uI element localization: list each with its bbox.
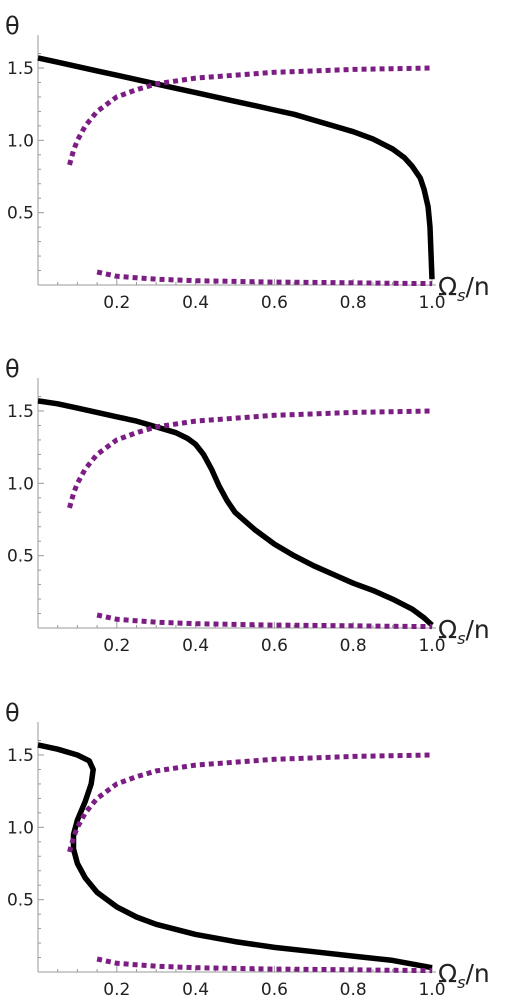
solid-curve [37, 742, 433, 971]
y-tick-label: 1.5 [7, 402, 34, 422]
y-tick-label: 0.5 [7, 891, 34, 911]
chart-panel-2: 0.2 0.4 0.6 0.8 1.0 0.5 1.0 1.5 θ Ωs/n [5, 355, 490, 656]
x-tick-label: 0.6 [261, 293, 288, 313]
y-tick-label: 1.0 [7, 474, 34, 494]
x-tick-label: 1.0 [418, 293, 445, 313]
x-tick-label: 0.6 [261, 980, 288, 1000]
x-tick-label: 0.8 [340, 293, 367, 313]
x-axis-label: Ωs/n [438, 959, 490, 992]
y-axis-label: θ [5, 355, 20, 383]
y-tick-label: 1.0 [7, 131, 34, 151]
x-tick-label: 0.2 [103, 980, 130, 1000]
x-tick-label: 0.6 [261, 636, 288, 656]
solid-curve [37, 398, 434, 628]
x-tick-label: 0.8 [340, 636, 367, 656]
dotted-curve-1 [67, 752, 433, 853]
y-tick-label: 0.5 [7, 204, 34, 224]
dotted-curve-1 [67, 65, 433, 166]
x-tick-label: 0.2 [103, 293, 130, 313]
chart-panel-1: 0.2 0.4 0.6 0.8 1.0 0.5 1.0 1.5 θ Ωs/n [5, 12, 490, 313]
y-tick-label: 1.5 [7, 746, 34, 766]
x-tick-label: 1.0 [418, 636, 445, 656]
solid-curve [37, 55, 435, 280]
x-axis-label: Ωs/n [438, 615, 490, 648]
dotted-curve-2 [96, 269, 433, 287]
dotted-curve-1 [67, 408, 433, 509]
y-axis-label: θ [5, 12, 20, 40]
x-tick-label: 0.4 [182, 980, 209, 1000]
dotted-curve-2 [96, 612, 433, 630]
x-tick-label: 0.2 [103, 636, 130, 656]
y-axis-label: θ [5, 699, 20, 727]
x-tick-label: 1.0 [418, 980, 445, 1000]
y-tick-label: 1.0 [7, 818, 34, 838]
x-tick-label: 0.4 [182, 636, 209, 656]
x-tick-label: 0.8 [340, 980, 367, 1000]
y-tick-label: 0.5 [7, 547, 34, 567]
dotted-curve-2 [96, 956, 433, 974]
x-tick-label: 0.4 [182, 293, 209, 313]
y-tick-label: 1.5 [7, 59, 34, 79]
chart-panel-3: 0.2 0.4 0.6 0.8 1.0 0.5 1.0 1.5 θ Ωs/n [5, 699, 490, 1000]
x-axis-label: Ωs/n [438, 272, 490, 305]
